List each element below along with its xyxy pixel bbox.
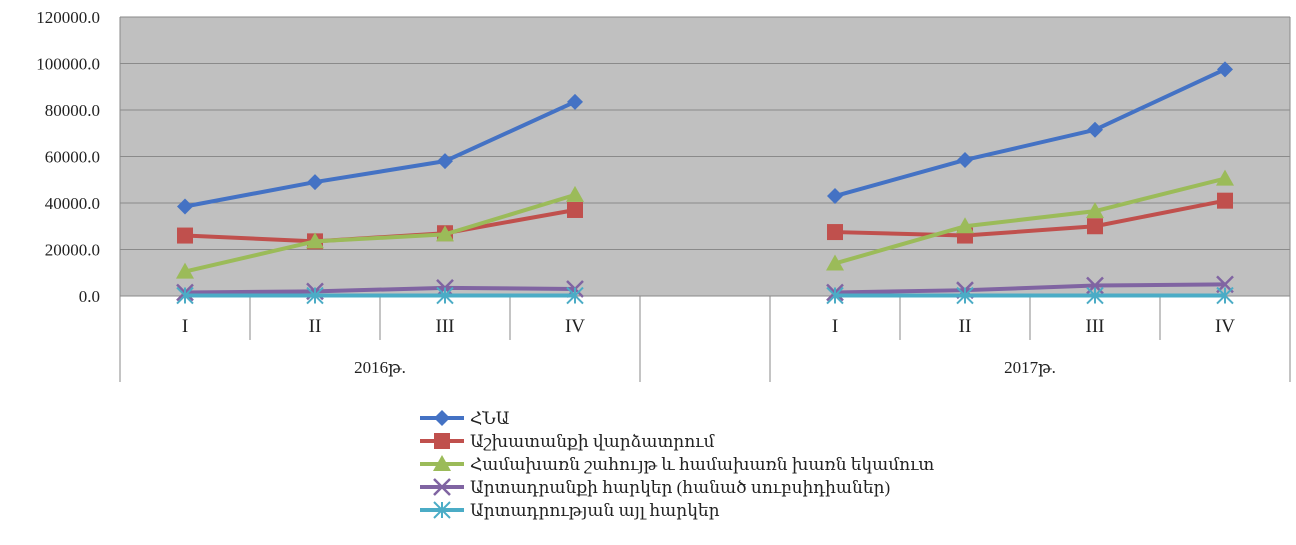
series-line (184, 285, 576, 295)
data-point (307, 174, 323, 191)
series-line (834, 176, 1226, 266)
data-point (436, 225, 454, 242)
data-point (176, 262, 194, 279)
data-point (827, 224, 843, 241)
data-point (434, 433, 450, 449)
x-tick-label: II (959, 316, 972, 337)
series-line (834, 198, 1226, 238)
x-tick-label: III (436, 316, 455, 337)
data-point (1086, 202, 1104, 219)
data-point (957, 151, 973, 168)
legend-label: ՀՆԱ (470, 409, 510, 428)
legend-item: Արտադրության այլ հարկեր (420, 501, 720, 520)
data-point (826, 286, 844, 305)
y-tick-label: 80000.0 (45, 101, 100, 120)
data-point (433, 501, 451, 519)
data-point (1087, 218, 1103, 235)
legend-item: ՀՆԱ (420, 409, 510, 428)
data-point (176, 286, 194, 305)
data-point (1086, 286, 1104, 305)
data-point (826, 254, 844, 271)
y-tick-label: 60000.0 (45, 148, 100, 167)
x-tick-label: II (309, 316, 322, 337)
series-line (184, 100, 576, 209)
data-point (956, 286, 974, 305)
y-tick-label: 120000.0 (36, 8, 100, 27)
legend-item: Աշխատանքի վարձատրում (420, 432, 715, 451)
data-point (567, 201, 583, 218)
legend-label: Աշխատանքի վարձատրում (470, 432, 715, 451)
series-2 (176, 169, 1234, 279)
data-point (827, 188, 843, 205)
series-line (834, 282, 1226, 295)
data-point (1217, 61, 1233, 78)
data-point (1087, 121, 1103, 138)
data-point (306, 232, 324, 249)
x-tick-label: IV (565, 316, 585, 337)
data-point (1217, 192, 1233, 209)
data-point (1216, 169, 1234, 186)
x-group-label: 2017թ. (1004, 358, 1056, 377)
data-point (306, 286, 324, 305)
x-group-label: 2016թ. (354, 358, 406, 377)
series-0 (177, 61, 1233, 215)
data-point (1216, 286, 1234, 305)
series-line (834, 67, 1226, 198)
x-tick-label: III (1086, 316, 1105, 337)
legend: ՀՆԱ Աշխատանքի վարձատրում Համախառն շահույթ … (420, 409, 934, 520)
x-tick-label: IV (1215, 316, 1235, 337)
series-4 (176, 286, 1234, 305)
y-axis-ticks: 0.0 20000.0 40000.0 60000.0 80000.0 100000.0 1… (36, 8, 100, 306)
data-point (177, 227, 193, 244)
x-tick-label: I (832, 316, 838, 337)
data-point (956, 217, 974, 234)
data-point (567, 93, 583, 110)
legend-item: Համախառն շահույթ և համախառն խառն եկամուտ (420, 455, 934, 474)
data-point (434, 410, 450, 426)
y-tick-label: 20000.0 (45, 241, 100, 260)
x-tick-label: I (182, 316, 188, 337)
data-point (566, 286, 584, 305)
data-point (566, 185, 584, 202)
data-point (433, 478, 451, 496)
series-line (184, 192, 576, 274)
legend-label: Համախառն շահույթ և համախառն խառն եկամուտ (470, 455, 934, 474)
legend-label: Արտադրանքի հարկեր (հանած սուբսիդիաներ) (470, 478, 890, 497)
series-lines (176, 61, 1234, 305)
y-tick-label: 40000.0 (45, 194, 100, 213)
legend-label: Արտադրության այլ հարկեր (470, 501, 720, 520)
data-point (436, 286, 454, 305)
legend-item: Արտադրանքի հարկեր (հանած սուբսիդիաներ) (420, 478, 890, 497)
data-point (433, 455, 451, 471)
y-tick-label: 100000.0 (36, 55, 100, 74)
data-point (177, 198, 193, 215)
data-point (437, 153, 453, 170)
y-tick-label: 0.0 (79, 287, 100, 306)
